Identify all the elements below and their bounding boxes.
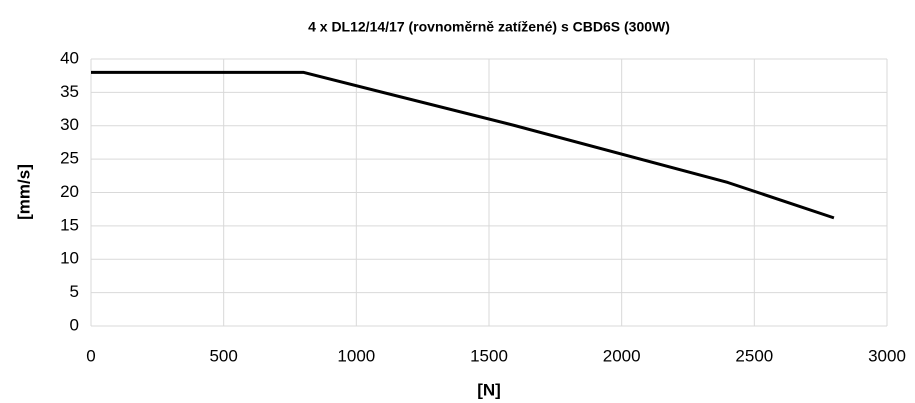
y-tick-label: 25 — [60, 149, 79, 168]
y-tick-label: 35 — [60, 82, 79, 101]
data-line — [91, 70, 835, 220]
y-tick-label: 15 — [60, 215, 79, 234]
x-tick-label: 2000 — [603, 346, 641, 365]
y-tick-label: 10 — [60, 249, 79, 268]
x-axis-title: [N] — [477, 380, 501, 399]
y-tick-label: 5 — [70, 282, 79, 301]
x-tick-label: 2500 — [735, 346, 773, 365]
chart-title: 4 x DL12/14/17 (rovnoměrně zatížené) s C… — [308, 19, 670, 35]
y-tick-label: 30 — [60, 115, 79, 134]
y-tick-label: 40 — [60, 48, 79, 67]
x-tick-label: 1500 — [470, 346, 508, 365]
x-tick-label: 1000 — [337, 346, 375, 365]
x-tick-label: 0 — [86, 346, 95, 365]
y-tick-label: 20 — [60, 182, 79, 201]
x-tick-label: 3000 — [868, 346, 906, 365]
y-tick-label: 0 — [70, 315, 79, 334]
y-axis-title: [mm/s] — [14, 164, 33, 220]
x-tick-label: 500 — [209, 346, 237, 365]
